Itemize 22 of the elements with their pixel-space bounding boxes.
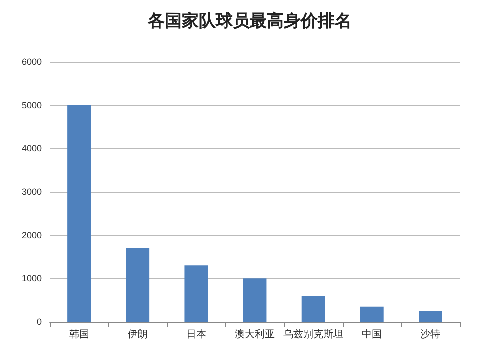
- bar: [302, 296, 326, 322]
- x-tick-label: 澳大利亚: [235, 328, 275, 340]
- x-tick-label: 日本: [186, 328, 206, 340]
- bar: [126, 248, 150, 322]
- x-tick-label: 乌兹别克斯坦: [284, 328, 344, 340]
- y-tick-label: 2000: [22, 230, 42, 240]
- x-tick-label: 伊朗: [128, 328, 148, 340]
- y-tick-label: 5000: [22, 100, 42, 110]
- bar: [184, 266, 208, 322]
- y-tick-label: 0: [36, 317, 42, 327]
- y-tick-label: 6000: [22, 57, 42, 67]
- x-tick-label: 中国: [362, 328, 382, 340]
- chart-title: 各国家队球员最高身价排名: [147, 12, 352, 32]
- y-tick-label: 1000: [22, 274, 42, 284]
- bar: [68, 105, 91, 322]
- x-tick-label: 韩国: [69, 328, 90, 340]
- bar: [243, 278, 267, 322]
- bar: [360, 306, 384, 322]
- y-tick-label: 3000: [22, 187, 42, 197]
- y-tick-label: 4000: [22, 144, 42, 154]
- bar: [419, 311, 442, 322]
- x-tick-label: 沙特: [420, 328, 441, 340]
